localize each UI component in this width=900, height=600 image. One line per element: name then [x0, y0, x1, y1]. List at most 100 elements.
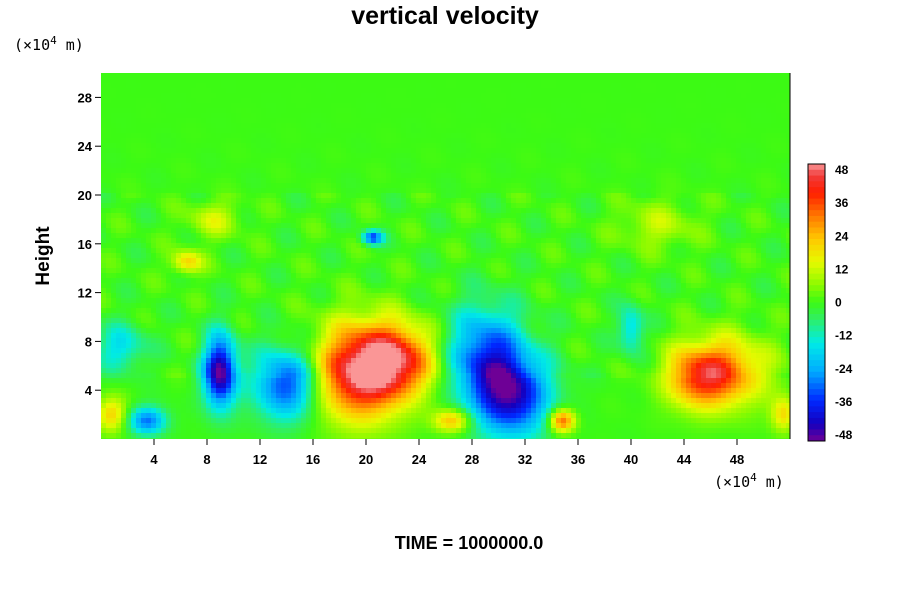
- heatmap-cell: [161, 193, 167, 199]
- heatmap-cell: [781, 153, 787, 159]
- heatmap-cell: [316, 158, 322, 164]
- heatmap-cell: [496, 193, 502, 199]
- heatmap-cell: [241, 118, 247, 124]
- heatmap-cell: [251, 98, 257, 104]
- heatmap-cell: [701, 198, 707, 204]
- heatmap-cell: [261, 83, 267, 89]
- heatmap-cell: [161, 98, 167, 104]
- heatmap-cell: [441, 93, 447, 99]
- heatmap-cell: [321, 228, 327, 234]
- heatmap-cell: [646, 168, 652, 174]
- heatmap-cell: [736, 178, 742, 184]
- heatmap-cell: [731, 103, 737, 109]
- heatmap-cell: [286, 238, 292, 244]
- heatmap-cell: [406, 218, 412, 224]
- heatmap-cell: [456, 208, 462, 214]
- heatmap-cell: [621, 153, 627, 159]
- heatmap-cell: [476, 203, 482, 209]
- heatmap-cell: [641, 93, 647, 99]
- heatmap-cell: [741, 183, 747, 189]
- heatmap-cell: [536, 98, 542, 104]
- heatmap-cell: [361, 143, 367, 149]
- heatmap-cell: [286, 103, 292, 109]
- heatmap-cell: [186, 148, 192, 154]
- heatmap-cell: [616, 223, 622, 229]
- heatmap-cell: [161, 93, 167, 99]
- heatmap-cell: [411, 128, 417, 134]
- heatmap-cell: [211, 128, 217, 134]
- heatmap-cell: [381, 153, 387, 159]
- heatmap-cell: [171, 108, 177, 114]
- heatmap-cell: [386, 138, 392, 144]
- heatmap-cell: [146, 218, 152, 224]
- heatmap-cell: [296, 143, 302, 149]
- heatmap-cell: [566, 103, 572, 109]
- heatmap-cell: [441, 73, 447, 79]
- heatmap-cell: [571, 178, 577, 184]
- heatmap-cell: [666, 243, 672, 249]
- heatmap-cell: [196, 138, 202, 144]
- heatmap-cell: [211, 193, 217, 199]
- heatmap-cell: [516, 168, 522, 174]
- heatmap-cell: [196, 163, 202, 169]
- heatmap-cell: [226, 243, 232, 249]
- heatmap-cell: [451, 248, 457, 254]
- heatmap-cell: [306, 108, 312, 114]
- heatmap-cell: [556, 158, 562, 164]
- heatmap-cell: [196, 178, 202, 184]
- heatmap-cell: [691, 88, 697, 94]
- heatmap-cell: [431, 143, 437, 149]
- heatmap-cell: [171, 153, 177, 159]
- heatmap-cell: [196, 103, 202, 109]
- heatmap-cell: [186, 203, 192, 209]
- heatmap-cell: [676, 193, 682, 199]
- heatmap-cell: [651, 108, 657, 114]
- heatmap-cell: [121, 153, 127, 159]
- heatmap-cell: [716, 93, 722, 99]
- heatmap-cell: [521, 78, 527, 84]
- heatmap-cell: [291, 228, 297, 234]
- heatmap-cell: [226, 133, 232, 139]
- heatmap-cell: [231, 218, 237, 224]
- heatmap-cell: [501, 148, 507, 154]
- heatmap-cell: [316, 213, 322, 219]
- heatmap-cell: [396, 178, 402, 184]
- heatmap-cell: [586, 113, 592, 119]
- heatmap-cell: [156, 243, 162, 249]
- heatmap-cell: [771, 103, 777, 109]
- heatmap-cell: [646, 143, 652, 149]
- heatmap-cell: [431, 213, 437, 219]
- heatmap-cell: [221, 123, 227, 129]
- heatmap-cell: [666, 208, 672, 214]
- heatmap-cell: [151, 178, 157, 184]
- heatmap-cell: [136, 213, 142, 219]
- heatmap-cell: [481, 83, 487, 89]
- heatmap-cell: [456, 98, 462, 104]
- heatmap-cell: [561, 118, 567, 124]
- heatmap-cell: [501, 198, 507, 204]
- heatmap-cell: [101, 233, 107, 239]
- heatmap-cell: [756, 108, 762, 114]
- heatmap-cell: [386, 188, 392, 194]
- heatmap-cell: [281, 248, 287, 254]
- heatmap-cell: [331, 198, 337, 204]
- heatmap-cell: [176, 98, 182, 104]
- heatmap-cell: [601, 163, 607, 169]
- heatmap-cell: [231, 223, 237, 229]
- heatmap-cell: [481, 88, 487, 94]
- heatmap-cell: [406, 93, 412, 99]
- heatmap-cell: [346, 108, 352, 114]
- heatmap-cell: [556, 213, 562, 219]
- heatmap-cell: [391, 128, 397, 134]
- heatmap-cell: [516, 138, 522, 144]
- heatmap-cell: [776, 128, 782, 134]
- heatmap-cell: [196, 78, 202, 84]
- heatmap-cell: [406, 203, 412, 209]
- heatmap-cell: [651, 213, 657, 219]
- heatmap-cell: [256, 153, 262, 159]
- heatmap-cell: [236, 98, 242, 104]
- heatmap-cell: [696, 193, 702, 199]
- heatmap-cell: [196, 188, 202, 194]
- heatmap-cell: [211, 93, 217, 99]
- heatmap-cell: [281, 173, 287, 179]
